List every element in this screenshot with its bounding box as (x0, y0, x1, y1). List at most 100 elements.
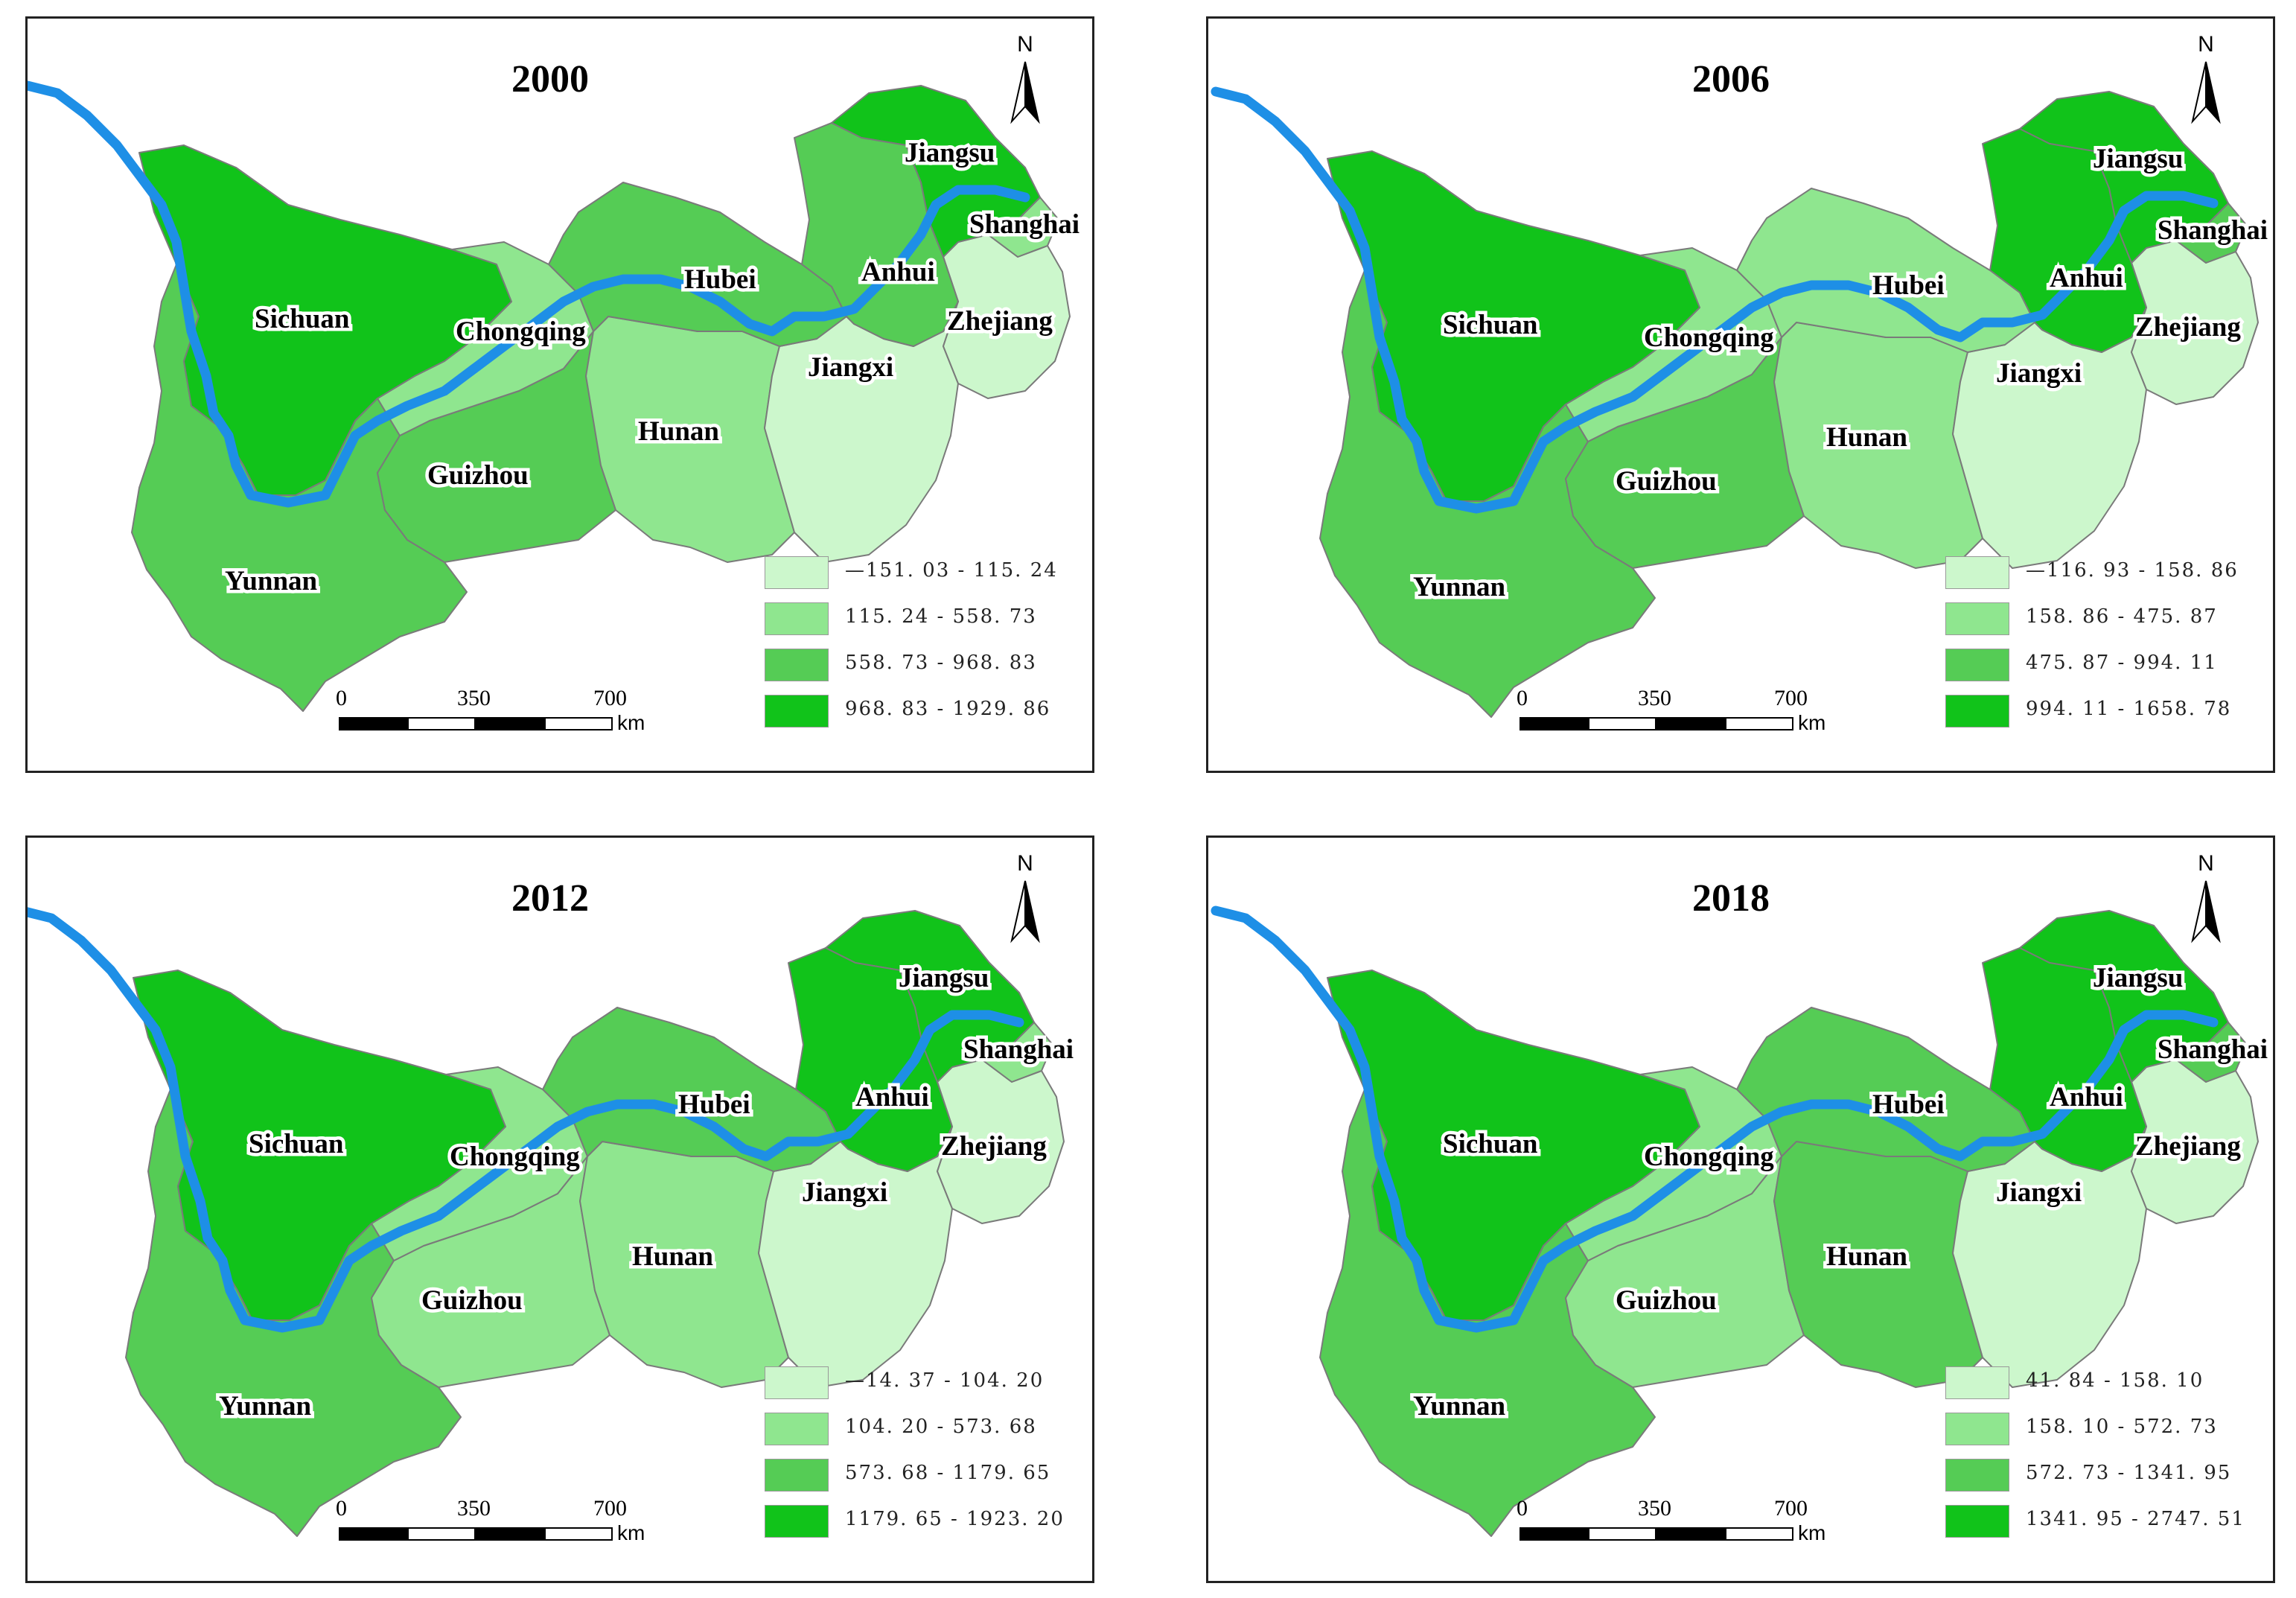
province-label-jiangsu: Jiangsu (2093, 963, 2183, 993)
legend-swatch (765, 1505, 829, 1538)
legend-label: —116. 93 - 158. 86 (2026, 559, 2239, 582)
scale-unit: km (617, 1521, 645, 1544)
north-arrow-icon: N (2176, 32, 2236, 129)
scale-segment (1725, 1527, 1793, 1541)
north-arrow-icon: N (995, 32, 1055, 129)
legend-swatch (765, 695, 829, 728)
legend-label: 104. 20 - 573. 68 (845, 1416, 1037, 1438)
province-label-hubei: Hubei (1872, 1089, 1945, 1120)
province-label-guizhou: Guizhou (1616, 466, 1717, 497)
legend-label: 572. 73 - 1341. 95 (2026, 1462, 2232, 1484)
province-label-jiangsu: Jiangsu (899, 963, 989, 993)
legend-label: 968. 83 - 1929. 86 (845, 698, 1051, 720)
scale-segment (544, 1527, 613, 1541)
province-sichuan (133, 970, 506, 1321)
province-anhui (788, 947, 953, 1172)
legend-label: 994. 11 - 1658. 78 (2026, 698, 2232, 720)
province-label-sichuan: Sichuan (255, 304, 350, 334)
province-label-guizhou: Guizhou (421, 1285, 523, 1316)
legend-label: 158. 10 - 572. 73 (2026, 1416, 2218, 1438)
province-label-anhui: Anhui (855, 1082, 929, 1112)
yangtze-river (28, 907, 1024, 1333)
scale-tick-label: 350 (457, 1496, 491, 1521)
scale-segment (544, 717, 613, 730)
province-label-hunan: Hunan (1826, 422, 1907, 453)
province-label-yunnan: Yunnan (219, 1391, 312, 1422)
scale-tick-label: 0 (1517, 686, 1528, 710)
province-label-jiangxi: Jiangxi (1996, 1177, 2082, 1208)
map-canvas: Yunnan Guizhou Hunan Jiangxi Zhejiang Shangha… (1211, 86, 2271, 718)
scale-unit: km (1798, 711, 1826, 734)
legend-swatch (765, 1459, 829, 1492)
scale-segment (1519, 1527, 1588, 1541)
scale-unit: km (617, 711, 645, 734)
map-title: 2012 (511, 877, 589, 920)
yangtze-river (28, 80, 1030, 508)
province-label-hubei: Hubei (1872, 270, 1945, 301)
province-label-hunan: Hunan (632, 1241, 713, 1272)
north-label: N (1017, 32, 1033, 57)
legend-label: 115. 24 - 558. 73 (845, 605, 1037, 628)
legend-swatch (765, 1366, 829, 1399)
legend-label: 1341. 95 - 2747. 51 (2026, 1508, 2245, 1530)
scale-segment (1656, 717, 1725, 730)
legend-label: 558. 73 - 968. 83 (845, 652, 1037, 674)
north-arrow-icon: N (2176, 851, 2236, 948)
legend-swatch (1945, 1413, 2009, 1445)
legend-swatch (1945, 1459, 2009, 1492)
legend-swatch (1945, 649, 2009, 681)
province-label-jiangsu: Jiangsu (905, 138, 995, 168)
legend-label: 158. 86 - 475. 87 (2026, 605, 2218, 628)
province-label-zhejiang: Zhejiang (2135, 1131, 2241, 1162)
province-label-sichuan: Sichuan (1443, 310, 1538, 340)
province-anhui (794, 122, 959, 347)
legend-label: —151. 03 - 115. 24 (845, 559, 1058, 582)
legend-label: 41. 84 - 158. 10 (2026, 1369, 2204, 1392)
map-panel-2006: Yunnan Guizhou Hunan Jiangxi Zhejiang Shangha… (1206, 16, 2275, 773)
province-sichuan (1327, 150, 1700, 502)
province-sichuan (138, 144, 512, 496)
scale-segment (339, 717, 407, 730)
scale-bar: 0 350 700 km (336, 1496, 651, 1556)
scale-tick-label: 0 (336, 1496, 347, 1521)
legend-label: 573. 68 - 1179. 65 (845, 1462, 1051, 1484)
province-label-chongqing: Chongqing (1644, 1142, 1774, 1172)
north-label: N (1017, 851, 1033, 876)
legend-label: 475. 87 - 994. 11 (2026, 652, 2218, 674)
scale-bar: 0 350 700 km (1517, 686, 1832, 745)
scale-tick-label: 700 (1774, 686, 1808, 710)
scale-tick-label: 0 (1517, 1496, 1528, 1521)
scale-segment (339, 1527, 407, 1541)
north-arrow-icon: N (995, 851, 1055, 948)
province-label-anhui: Anhui (2050, 263, 2123, 293)
legend-swatch (765, 649, 829, 681)
province-label-jiangxi: Jiangxi (1996, 358, 2082, 389)
scale-tick-label: 350 (457, 686, 491, 710)
scale-segment (476, 717, 544, 730)
scale-segment (1725, 717, 1793, 730)
legend-swatch (765, 602, 829, 635)
scale-tick-label: 700 (593, 686, 627, 710)
map-canvas: Yunnan Guizhou Hunan Jiangxi Zhejiang Shangha… (1211, 905, 2271, 1537)
scale-unit: km (1798, 1521, 1826, 1544)
legend-swatch (1945, 1505, 2009, 1538)
province-anhui (1982, 947, 2147, 1172)
map-title: 2018 (1692, 877, 1770, 920)
map-panel-2012: Yunnan Guizhou Hunan Jiangxi Zhejiang Shangha… (25, 835, 1094, 1583)
province-label-hunan: Hunan (638, 416, 719, 447)
province-label-anhui: Anhui (861, 257, 935, 287)
province-label-yunnan: Yunnan (225, 566, 318, 596)
scale-segment (1588, 1527, 1656, 1541)
province-anhui (1982, 128, 2147, 353)
scale-segment (476, 1527, 544, 1541)
province-label-chongqing: Chongqing (456, 316, 586, 347)
province-label-zhejiang: Zhejiang (941, 1131, 1047, 1162)
province-label-sichuan: Sichuan (1443, 1129, 1538, 1159)
map-title: 2000 (511, 58, 589, 101)
scale-tick-label: 350 (1638, 1496, 1671, 1521)
north-label: N (2198, 851, 2214, 876)
yangtze-river (1211, 905, 2219, 1333)
scale-segment (407, 717, 476, 730)
province-label-hubei: Hubei (684, 264, 756, 295)
legend-swatch (1945, 602, 2009, 635)
